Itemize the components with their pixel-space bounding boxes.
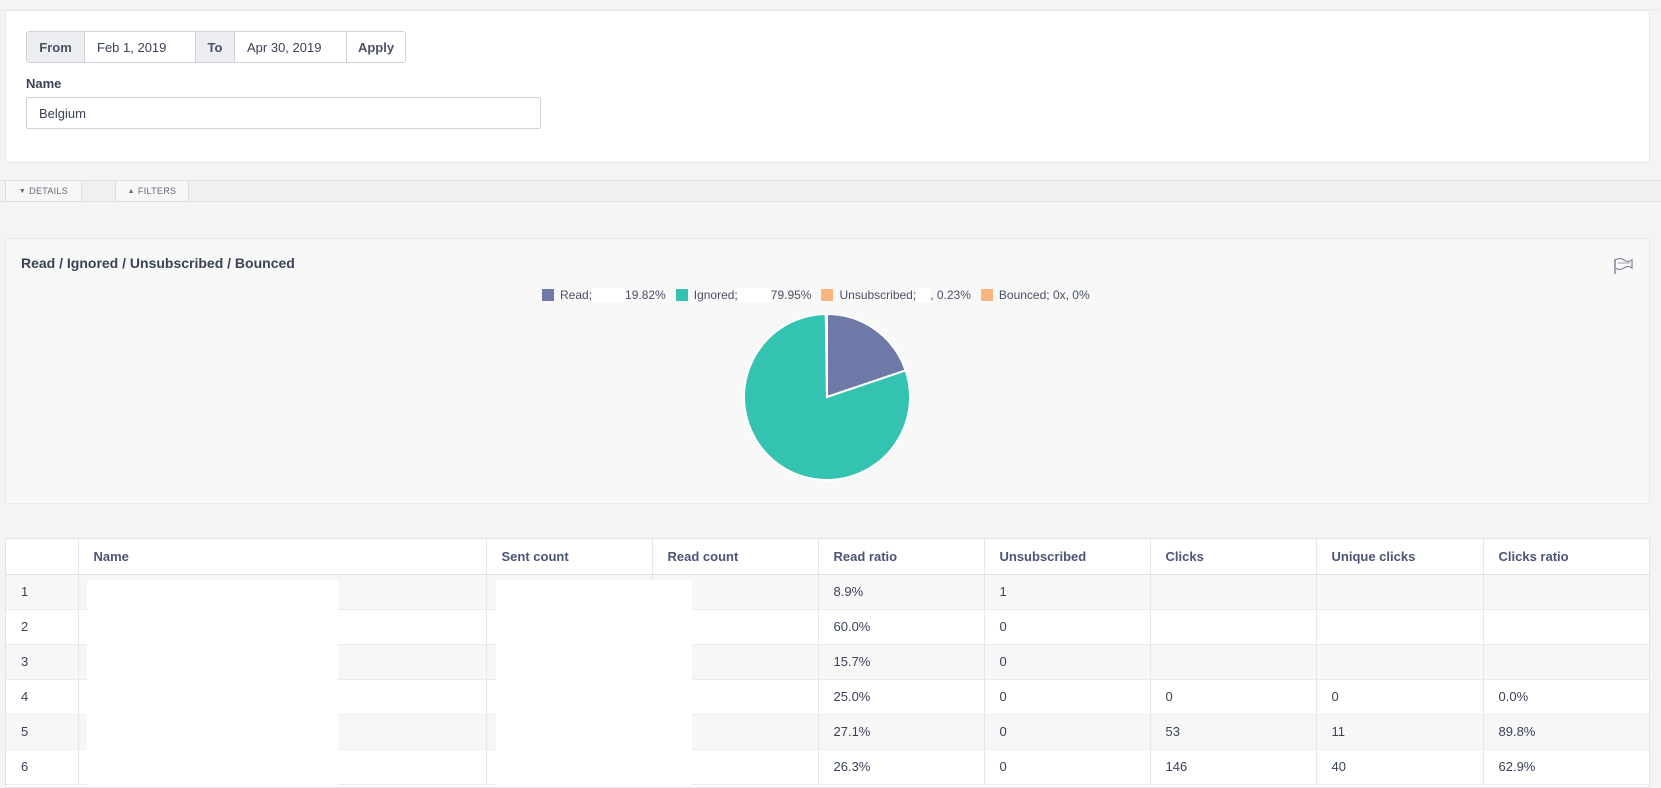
redacted-value	[916, 288, 931, 302]
cell-clicks: 0	[1150, 679, 1317, 715]
to-date-input[interactable]	[235, 32, 346, 62]
legend-ignored-prefix: Ignored;	[693, 288, 738, 302]
chart-panel: Read / Ignored / Unsubscribed / Bounced …	[5, 238, 1650, 504]
cell-read-ratio: 60.0%	[818, 609, 985, 645]
cell-unique-clicks: 40	[1316, 749, 1484, 785]
legend-unsubscribed-suffix: , 0.23%	[930, 288, 971, 302]
cell-clicks-ratio: 0.0%	[1483, 679, 1649, 715]
cell-index: 1	[6, 574, 79, 610]
cell-clicks: 146	[1150, 749, 1317, 785]
cell-clicks-ratio	[1483, 574, 1649, 610]
column-header-read-ratio[interactable]: Read ratio	[818, 539, 985, 575]
cell-clicks	[1150, 609, 1317, 645]
redacted-value	[592, 288, 626, 302]
cell-unsubscribed: 0	[984, 714, 1151, 750]
tab-filters-label: FILTERS	[137, 186, 177, 196]
legend-bounced-text: Bounced; 0x, 0%	[998, 288, 1090, 302]
column-header-clicks-ratio[interactable]: Clicks ratio	[1483, 539, 1649, 575]
caret-down-icon: ▼	[18, 187, 27, 195]
legend-item-ignored[interactable]: Ignored; 79.95%	[675, 288, 812, 302]
legend-swatch-unsubscribed	[821, 289, 834, 301]
cell-index: 2	[6, 609, 79, 645]
cell-unique-clicks	[1316, 574, 1484, 610]
column-header-sent-count[interactable]: Sent count	[486, 539, 653, 575]
cell-unsubscribed: 0	[984, 609, 1151, 645]
redacted-name-column	[87, 580, 338, 787]
tab-details-label: DETAILS	[29, 186, 69, 196]
column-header-name[interactable]: Name	[78, 539, 487, 575]
cell-index: 6	[6, 749, 79, 785]
cell-clicks	[1150, 644, 1317, 680]
cell-read-ratio: 26.3%	[818, 749, 985, 785]
cell-clicks	[1150, 574, 1317, 610]
legend-item-read[interactable]: Read; 19.82%	[542, 288, 666, 302]
cell-unsubscribed: 1	[984, 574, 1151, 610]
pie-svg	[743, 312, 911, 481]
legend-unsubscribed-prefix: Unsubscribed;	[839, 288, 917, 302]
legend-swatch-read	[542, 289, 554, 301]
tab-filters[interactable]: ▲ FILTERS	[115, 181, 189, 202]
cell-index: 3	[6, 644, 79, 680]
cell-read-ratio: 8.9%	[818, 574, 985, 610]
cell-unique-clicks: 11	[1316, 714, 1484, 750]
table-header: Name Sent count Read count Read ratio Unsubs…	[6, 539, 1649, 575]
tab-strip: ▼ DETAILS ▲ FILTERS	[0, 180, 1661, 202]
campaign-table: Name Sent count Read count Read ratio Unsubs…	[5, 538, 1650, 788]
legend-swatch-bounced	[980, 289, 993, 301]
redacted-count-column	[496, 580, 692, 787]
column-header-unique-clicks[interactable]: Unique clicks	[1316, 539, 1484, 575]
legend-item-bounced[interactable]: Bounced; 0x, 0%	[980, 288, 1090, 302]
to-label: To	[195, 32, 235, 62]
date-range-picker: From To Apply	[26, 31, 406, 63]
apply-button[interactable]: Apply	[346, 32, 405, 62]
column-header-unsubscribed[interactable]: Unsubscribed	[984, 539, 1151, 575]
from-label: From	[27, 32, 85, 62]
cell-clicks-ratio: 62.9%	[1483, 749, 1649, 785]
chart-title: Read / Ignored / Unsubscribed / Bounced	[21, 255, 295, 271]
cell-unsubscribed: 0	[984, 644, 1151, 680]
cell-unsubscribed: 0	[984, 679, 1151, 715]
column-header-index[interactable]	[6, 539, 79, 575]
cell-unsubscribed: 0	[984, 749, 1151, 785]
filter-panel: From To Apply Name	[5, 10, 1650, 163]
legend-swatch-ignored	[675, 289, 688, 301]
column-header-read-count[interactable]: Read count	[652, 539, 819, 575]
cell-index: 5	[6, 714, 79, 750]
cell-clicks-ratio: 89.8%	[1483, 714, 1649, 750]
legend-read-suffix: 19.82%	[625, 288, 666, 302]
tab-details[interactable]: ▼ DETAILS	[5, 181, 82, 202]
chart-legend: Read; 19.82% Ignored; 79.95% Unsubscribe…	[542, 287, 1100, 303]
redacted-value	[737, 288, 771, 302]
column-header-clicks[interactable]: Clicks	[1150, 539, 1317, 575]
top-strip	[0, 0, 1661, 10]
cell-clicks-ratio	[1483, 644, 1649, 680]
cell-read-ratio: 27.1%	[818, 714, 985, 750]
cell-clicks: 53	[1150, 714, 1317, 750]
cell-clicks-ratio	[1483, 609, 1649, 645]
name-label: Name	[26, 76, 62, 91]
caret-up-icon: ▲	[127, 187, 135, 195]
cell-unique-clicks: 0	[1316, 679, 1484, 715]
legend-ignored-suffix: 79.95%	[770, 288, 812, 302]
from-date-input[interactable]	[85, 32, 195, 62]
pie-slice-unsubscribed[interactable]	[824, 312, 828, 398]
cell-unique-clicks	[1316, 609, 1484, 645]
cell-unique-clicks	[1316, 644, 1484, 680]
flag-icon[interactable]	[1612, 257, 1634, 275]
cell-read-ratio: 15.7%	[818, 644, 985, 680]
legend-read-prefix: Read;	[560, 288, 593, 302]
legend-item-unsubscribed[interactable]: Unsubscribed; , 0.23%	[821, 288, 971, 302]
name-input[interactable]	[26, 97, 541, 129]
cell-read-ratio: 25.0%	[818, 679, 985, 715]
cell-index: 4	[6, 679, 79, 715]
pie-chart	[740, 310, 914, 484]
